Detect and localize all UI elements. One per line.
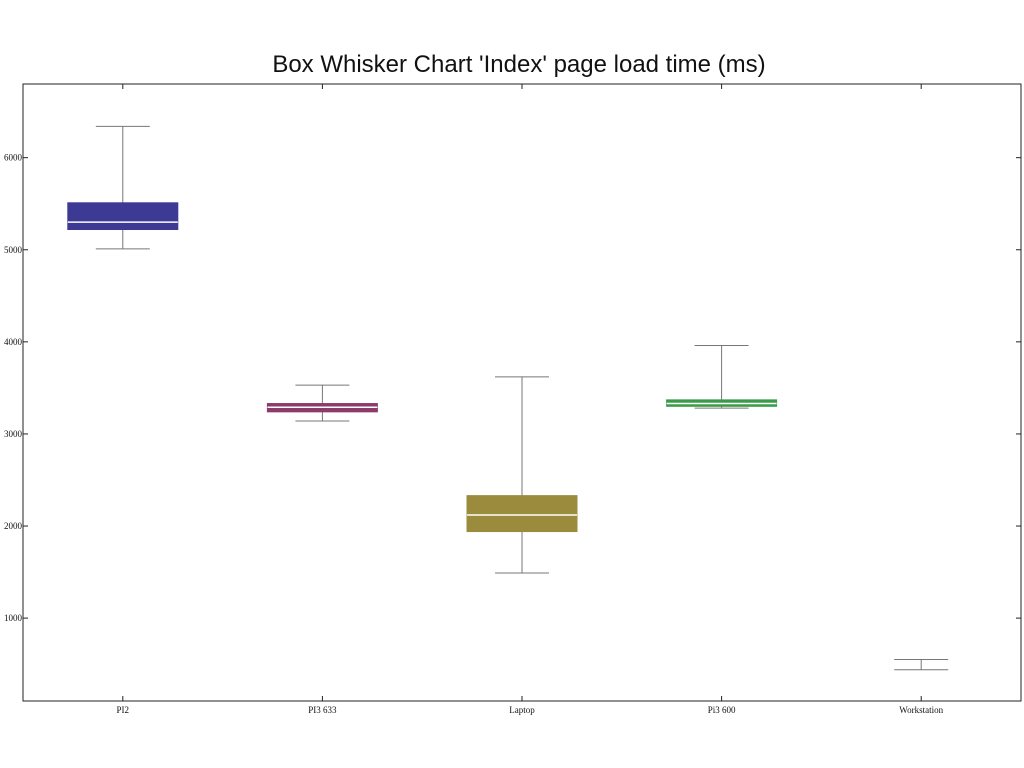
box-group bbox=[666, 345, 778, 409]
box-group bbox=[466, 376, 578, 574]
box-iqr bbox=[466, 495, 578, 533]
axis-labels: 1000 2000 3000 4000 5000 6000 PI2 PI3 633 Laptop… bbox=[4, 153, 944, 715]
category-label: Workstation bbox=[899, 705, 943, 715]
y-tick-label: 4000 bbox=[4, 337, 23, 347]
box-series bbox=[67, 125, 949, 671]
box-iqr bbox=[67, 202, 179, 231]
box-group bbox=[67, 125, 179, 250]
category-label: PI3 633 bbox=[308, 705, 337, 715]
y-tick-label: 1000 bbox=[4, 613, 23, 623]
box-group bbox=[894, 659, 949, 671]
category-label: PI2 bbox=[117, 705, 130, 715]
chart-title: Box Whisker Chart 'Index' page load time… bbox=[272, 51, 765, 78]
y-tick-label: 2000 bbox=[4, 521, 23, 531]
y-tick-label: 6000 bbox=[4, 153, 23, 163]
category-label: Pi3 600 bbox=[708, 705, 736, 715]
axis-ticks bbox=[23, 84, 1021, 701]
y-tick-label: 5000 bbox=[4, 245, 23, 255]
category-label: Laptop bbox=[509, 705, 535, 715]
box-group bbox=[266, 384, 378, 422]
y-tick-label: 3000 bbox=[4, 429, 23, 439]
